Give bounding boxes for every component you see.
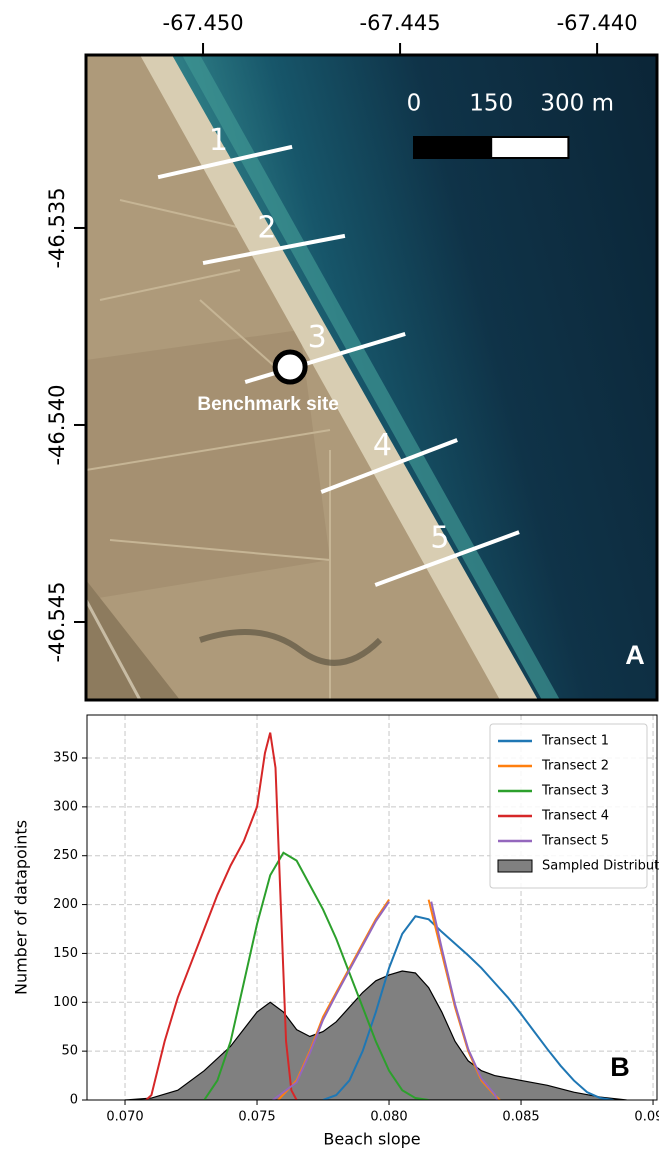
- y-tick-label: 350: [53, 750, 78, 765]
- scale-bar-label: 150: [469, 91, 513, 117]
- legend-label: Transect 5: [541, 834, 609, 849]
- x-tick-label: 0.075: [238, 1110, 275, 1125]
- benchmark-marker: [275, 352, 305, 382]
- scale-bar-label: 0: [407, 91, 422, 117]
- scale-bar-segment: [414, 137, 491, 158]
- x-tick-label: -67.440: [557, 11, 638, 35]
- y-axis-label: Number of datapoints: [12, 820, 31, 995]
- x-axis-label: Beach slope: [323, 1130, 420, 1149]
- panel-label: A: [625, 640, 645, 670]
- x-tick-label: -67.445: [360, 11, 441, 35]
- chart-layer: 0.070 0.075 0.080 0.085 0.090 0 50 100 150 200 250…: [12, 715, 659, 1149]
- x-tick-label: 0.070: [106, 1110, 143, 1125]
- transect-label: 1: [209, 123, 228, 158]
- legend-label: Transect 4: [541, 809, 609, 824]
- y-tick-label: 100: [53, 995, 78, 1010]
- y-tick-label: -46.540: [45, 384, 69, 465]
- scale-bar-label: 300 m: [540, 91, 614, 117]
- y-tick-label: -46.545: [45, 581, 69, 662]
- panel-label: B: [610, 1052, 630, 1082]
- y-tick-label: 250: [53, 848, 78, 863]
- figure: -67.450 -67.445 -67.440 -46.535 -46.540 -46.5…: [0, 0, 659, 1157]
- y-tick-label: 50: [61, 1044, 78, 1059]
- satellite-image: [86, 55, 657, 700]
- scale-bar-segment: [491, 137, 568, 158]
- transect-label: 5: [430, 521, 449, 556]
- legend-label: Transect 3: [541, 784, 609, 799]
- y-tick-label: 200: [53, 897, 78, 912]
- legend-swatch: [498, 860, 532, 872]
- y-tick-label: 0: [70, 1093, 78, 1108]
- x-tick-label: 0.090: [634, 1110, 659, 1125]
- area: [125, 971, 627, 1100]
- legend-label: Sampled Distribution: [542, 859, 659, 874]
- legend-label: Transect 1: [541, 734, 609, 749]
- x-tick-label: 0.080: [370, 1110, 407, 1125]
- y-tick-label: -46.535: [45, 187, 69, 268]
- legend-label: Transect 2: [541, 759, 609, 774]
- x-tick-label: 0.085: [502, 1110, 539, 1125]
- transect-label: 4: [373, 428, 392, 463]
- benchmark-label: Benchmark site: [197, 394, 339, 415]
- transect-label: 2: [257, 210, 276, 245]
- page: -67.450 -67.445 -67.440 -46.535 -46.540 -46.5…: [0, 0, 659, 1157]
- transect-label: 3: [308, 320, 327, 355]
- y-tick-label: 150: [53, 946, 78, 961]
- y-tick-label: 300: [53, 799, 78, 814]
- x-tick-label: -67.450: [163, 11, 244, 35]
